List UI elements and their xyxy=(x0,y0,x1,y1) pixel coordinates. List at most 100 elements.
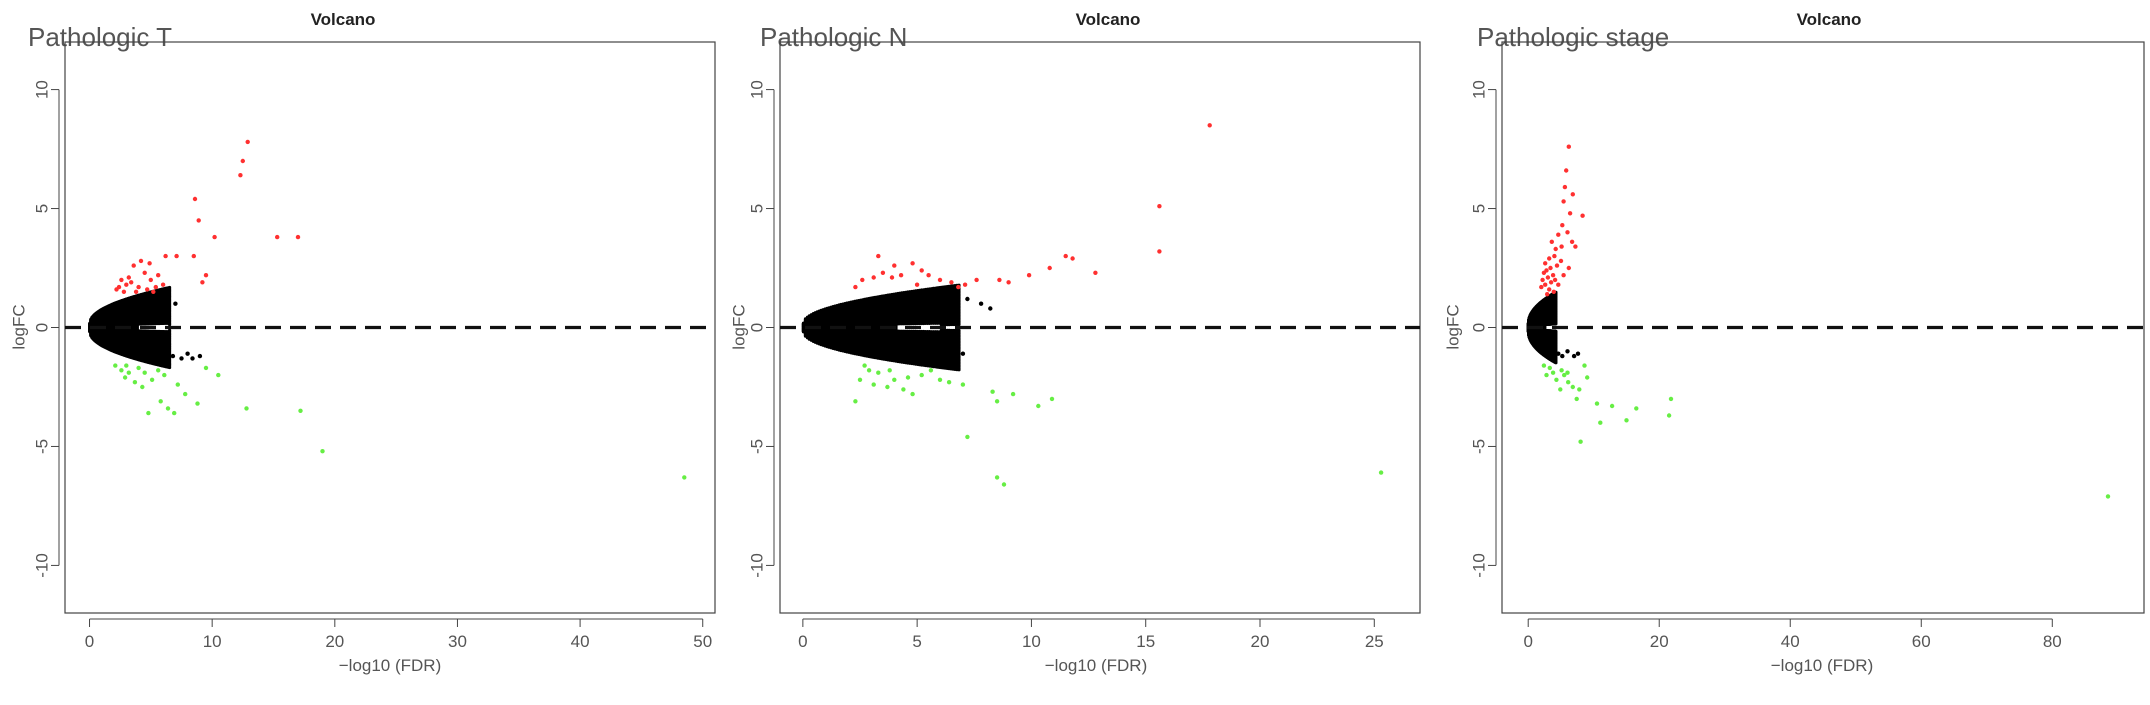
up-point xyxy=(133,289,139,294)
x-tick-label: 30 xyxy=(448,632,467,651)
ns-point xyxy=(173,301,178,306)
x-tick-label: 10 xyxy=(203,632,222,651)
ns-cloud xyxy=(801,283,961,372)
down-point xyxy=(149,377,155,382)
down-point xyxy=(126,370,131,375)
down-point xyxy=(132,380,138,385)
y-tick-label: -10 xyxy=(32,553,51,578)
up-point xyxy=(124,282,129,287)
up-point xyxy=(196,218,201,223)
y-tick-label: 5 xyxy=(747,204,766,213)
y-axis-label: logFC xyxy=(729,304,748,349)
y-tick-label: -10 xyxy=(747,553,766,578)
up-point xyxy=(131,263,136,268)
up-point xyxy=(151,289,156,294)
x-tick-label: 0 xyxy=(798,632,807,651)
down-point xyxy=(195,401,200,406)
y-axis-label: logFC xyxy=(9,304,28,349)
up-point xyxy=(174,253,179,259)
up-point xyxy=(147,261,152,266)
down-point xyxy=(156,368,161,373)
x-tick-label: 10 xyxy=(1022,632,1041,651)
up-point xyxy=(148,277,153,283)
ns-cloud xyxy=(88,285,172,370)
ns-point xyxy=(185,351,190,356)
y-tick-label: -5 xyxy=(32,439,51,454)
up-point xyxy=(203,273,209,278)
x-tick-label: 20 xyxy=(1251,632,1270,651)
up-point xyxy=(121,289,127,294)
up-point xyxy=(163,253,168,259)
down-point xyxy=(203,365,209,371)
down-point xyxy=(124,363,129,368)
up-point xyxy=(138,258,144,264)
up-point xyxy=(160,282,166,287)
down-point xyxy=(140,384,145,390)
chart-title: Volcano xyxy=(311,10,376,29)
up-point xyxy=(240,158,245,164)
down-point xyxy=(122,375,128,380)
volcano-panel-pathologic-t: Pathologic T Volcano 0 10 20 30 40 50 -10 -5 0 5 10… xyxy=(0,0,716,705)
up-point xyxy=(238,173,243,178)
volcano-plot: Volcano 0 10 20 30 40 50 -10 -5 0 5 10 −log10 (FDR) l… xyxy=(9,10,716,675)
up-point xyxy=(192,196,198,202)
y-tick-label: 10 xyxy=(32,80,51,99)
up-point xyxy=(212,234,217,240)
x-tick-label: 15 xyxy=(1136,632,1155,651)
up-point xyxy=(191,253,196,259)
ns-point xyxy=(179,356,184,361)
y-tick-label: -5 xyxy=(747,439,766,454)
panel-label: Pathologic N xyxy=(760,22,908,52)
x-tick-label: 20 xyxy=(325,632,344,651)
volcano-panel-pathologic-n: Pathologic N Volcano 0 5 10 15 20 25 -10 -5 0 5 10−… xyxy=(716,0,1432,705)
ns-point xyxy=(168,285,172,290)
up-point xyxy=(136,284,141,290)
down-point xyxy=(136,365,141,371)
down-point xyxy=(113,363,118,368)
down-point xyxy=(142,370,147,375)
down-point xyxy=(183,391,188,397)
down-point xyxy=(119,368,124,373)
up-point xyxy=(295,234,301,240)
panel-label: Pathologic T xyxy=(28,22,173,52)
y-tick-label: 10 xyxy=(747,80,766,99)
down-point xyxy=(175,382,180,387)
up-point xyxy=(126,275,131,280)
y-tick-label: 0 xyxy=(32,323,51,332)
y-tick-label: 5 xyxy=(32,204,51,213)
down-point xyxy=(320,449,325,454)
ns-point xyxy=(168,328,172,332)
ns-point xyxy=(165,296,171,302)
ns-point xyxy=(190,356,195,361)
x-axis-label: −log10 (FDR) xyxy=(339,656,442,675)
up-point xyxy=(153,284,158,290)
down-point xyxy=(244,406,249,411)
up-point xyxy=(245,139,250,145)
x-tick-label: 25 xyxy=(1365,632,1384,651)
up-point xyxy=(129,280,134,285)
down-point xyxy=(172,410,177,416)
down-point xyxy=(146,410,151,416)
up-point xyxy=(200,280,205,285)
x-tick-label: 40 xyxy=(571,632,590,651)
ns-point xyxy=(197,353,203,359)
x-tick-label: 5 xyxy=(912,632,921,651)
up-point xyxy=(275,234,280,240)
ns-point xyxy=(170,353,176,359)
up-point xyxy=(119,277,124,283)
down-point xyxy=(682,475,687,480)
down-point xyxy=(162,372,167,378)
down-point xyxy=(216,372,221,378)
ns-point xyxy=(156,292,161,297)
x-tick-label: 50 xyxy=(693,632,712,651)
x-tick-label: 0 xyxy=(85,632,94,651)
up-point xyxy=(116,284,122,290)
down-point xyxy=(165,406,171,411)
up-point xyxy=(156,273,161,278)
down-point xyxy=(158,399,163,404)
up-point xyxy=(142,270,147,275)
up-point xyxy=(145,287,150,292)
x-axis-label: −log10 (FDR) xyxy=(1045,656,1148,675)
down-point xyxy=(298,408,303,413)
